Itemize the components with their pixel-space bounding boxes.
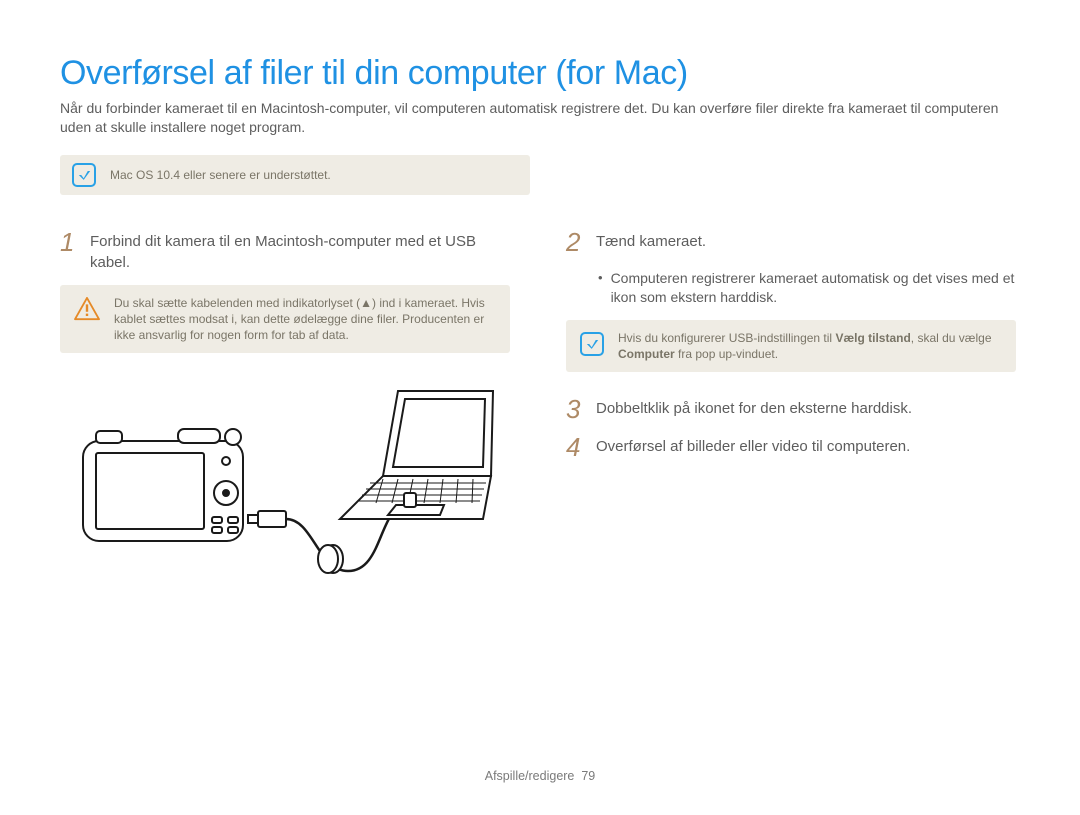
content-columns: 1 Forbind dit kamera til en Macintosh-co… bbox=[60, 231, 1020, 587]
check-icon bbox=[78, 170, 91, 180]
step-text: Dobbeltklik på ikonet for den eksterne h… bbox=[596, 398, 912, 424]
note-icon bbox=[72, 163, 96, 187]
step-text: Tænd kameraet. bbox=[596, 231, 706, 257]
warning-icon bbox=[74, 297, 100, 321]
step-number: 1 bbox=[60, 229, 78, 271]
step-2-bullet: • Computeren registrerer kameraet automa… bbox=[598, 269, 1020, 308]
note-bold: Computer bbox=[618, 347, 675, 361]
step-3: 3 Dobbeltklik på ikonet for den eksterne… bbox=[566, 398, 1020, 424]
warning-text: Du skal sætte kabelenden med indikatorly… bbox=[114, 295, 496, 344]
top-note-text: Mac OS 10.4 eller senere er understøttet… bbox=[110, 167, 331, 183]
top-note-box: Mac OS 10.4 eller senere er understøttet… bbox=[60, 155, 530, 195]
step-number: 2 bbox=[566, 229, 584, 255]
step-2: 2 Tænd kameraet. bbox=[566, 231, 1020, 257]
step-1: 1 Forbind dit kamera til en Macintosh-co… bbox=[60, 231, 514, 273]
intro-paragraph: Når du forbinder kameraet til en Macinto… bbox=[60, 99, 1020, 137]
step-4: 4 Overførsel af billeder eller video til… bbox=[566, 436, 1020, 462]
note-fragment: Hvis du konfigurerer USB-indstillingen t… bbox=[618, 331, 835, 345]
footer-section-label: Afspille/redigere bbox=[485, 769, 575, 783]
page-title: Overførsel af filer til din computer (fo… bbox=[60, 54, 1020, 93]
page-footer: Afspille/redigere 79 bbox=[0, 769, 1080, 783]
footer-page-number: 79 bbox=[581, 769, 595, 783]
note-fragment: , skal du vælge bbox=[911, 331, 992, 345]
warning-box: Du skal sætte kabelenden med indikatorly… bbox=[60, 285, 510, 354]
note-bold: Vælg tilstand bbox=[835, 331, 910, 345]
step-text: Forbind dit kamera til en Macintosh-comp… bbox=[90, 231, 514, 273]
note-icon bbox=[580, 332, 604, 356]
left-column: 1 Forbind dit kamera til en Macintosh-co… bbox=[60, 231, 514, 587]
camera-laptop-illustration bbox=[78, 381, 514, 586]
manual-page: Overførsel af filer til din computer (fo… bbox=[0, 0, 1080, 815]
step-number: 4 bbox=[566, 434, 584, 460]
right-note-box: Hvis du konfigurerer USB-indstillingen t… bbox=[566, 320, 1016, 372]
right-column: 2 Tænd kameraet. • Computeren registrere… bbox=[566, 231, 1020, 587]
bullet-text: Computeren registrerer kameraet automati… bbox=[611, 269, 1020, 308]
check-icon bbox=[586, 339, 599, 349]
bullet-dot: • bbox=[598, 269, 603, 308]
note-fragment: fra pop up-vinduet. bbox=[675, 347, 778, 361]
step-number: 3 bbox=[566, 396, 584, 422]
step-text: Overførsel af billeder eller video til c… bbox=[596, 436, 910, 462]
right-note-text: Hvis du konfigurerer USB-indstillingen t… bbox=[618, 330, 1002, 362]
